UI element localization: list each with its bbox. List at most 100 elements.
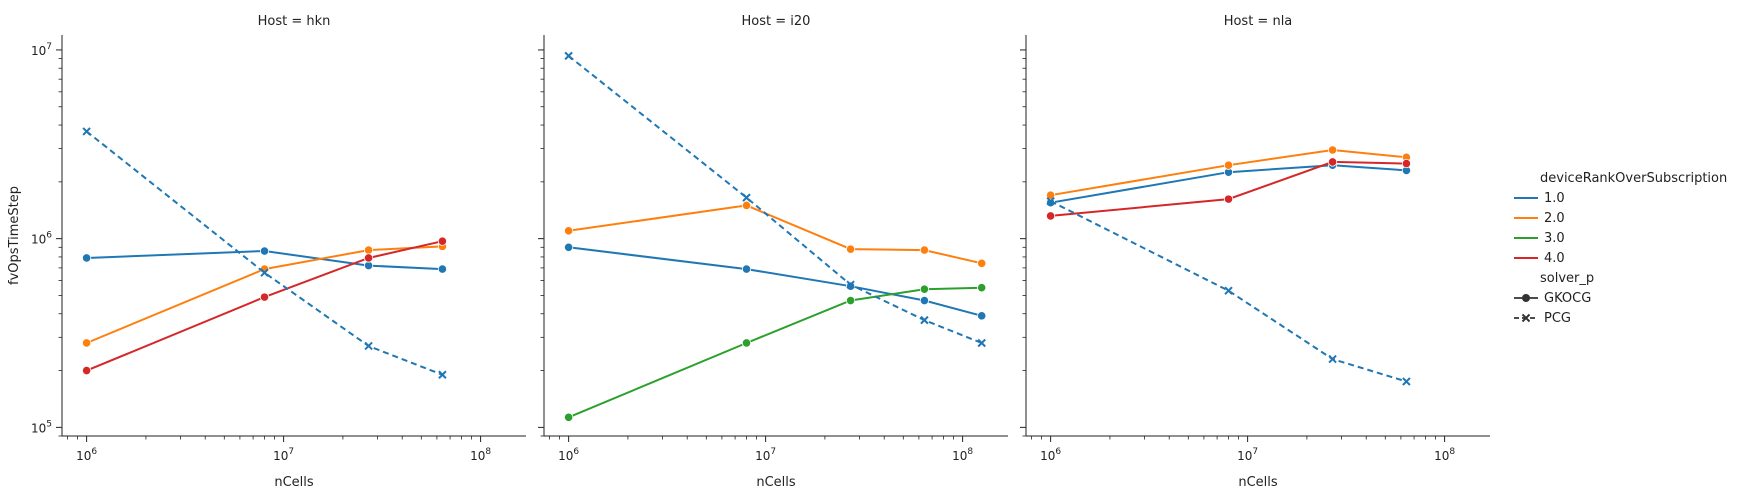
data-point: [845, 244, 856, 254]
panel-3: Host = nla 106 107 108 nCells: [1020, 14, 1490, 490]
series-line: [86, 249, 443, 271]
data-point: [1401, 158, 1412, 169]
series-line: [86, 240, 443, 372]
data-point: [741, 264, 752, 274]
legend-marker-x: [1521, 313, 1531, 323]
data-point: [845, 281, 856, 291]
legend-label: GKOCG: [1544, 291, 1591, 306]
y-tick-label: 105: [31, 419, 52, 435]
legend-label: 1.0: [1544, 191, 1565, 206]
panel-title: Host = hkn: [258, 14, 331, 29]
x-tick-label: 108: [952, 447, 973, 463]
legend-style-title: solver_p: [1540, 271, 1594, 286]
x-tick-label: 106: [1040, 447, 1061, 463]
series-line: [85, 130, 443, 376]
y-tick-label: 107: [31, 42, 52, 58]
legend: deviceRankOverSubscription 1.0 2.0 3.0 4.0 so…: [1514, 171, 1727, 326]
data-point: [977, 258, 987, 268]
data-point: [259, 246, 270, 256]
data-point-x: [82, 127, 91, 136]
series-line: [1050, 160, 1407, 217]
series-line: [86, 245, 443, 344]
data-point: [363, 260, 374, 271]
series-line: [1050, 148, 1407, 197]
x-tick-label: 107: [1237, 447, 1258, 463]
data-point: [1046, 190, 1056, 200]
series-2-0-gkocg: [564, 200, 987, 268]
data-point: [82, 365, 92, 376]
data-point: [741, 200, 752, 211]
series-4-0-gkocg: [1046, 157, 1412, 221]
panel-title: Host = nla: [1224, 14, 1293, 29]
data-point-x: [1402, 377, 1411, 386]
data-point: [1327, 145, 1338, 155]
data-point: [564, 242, 574, 252]
data-point-x: [1046, 196, 1055, 206]
data-point: [741, 338, 752, 348]
legend-item-1-0: 1.0: [1514, 191, 1565, 206]
data-point: [1046, 211, 1056, 221]
data-point: [977, 311, 987, 321]
x-axis-label: nCells: [756, 475, 796, 490]
series-line: [568, 286, 982, 419]
panel-1: Host = hkn 106 107 108 105 106 107 nCells fvOpsT…: [7, 14, 526, 490]
data-point: [82, 338, 92, 348]
legend-label: 3.0: [1544, 231, 1565, 246]
series-1-0-gkocg: [82, 246, 448, 274]
x-axis-label: nCells: [1238, 475, 1278, 490]
data-point-x: [364, 341, 373, 351]
data-point: [919, 295, 930, 306]
legend-item-4-0: 4.0: [1514, 251, 1565, 266]
data-point-x: [438, 370, 447, 379]
data-point-x: [977, 338, 986, 348]
x-axis-label: nCells: [274, 475, 314, 490]
series-1-0-pcg: [82, 127, 447, 379]
panel-title: Host = i20: [742, 14, 811, 29]
series-1-0-pcg: [564, 51, 986, 348]
x-tick-label: 108: [1434, 447, 1455, 463]
data-point-x: [742, 193, 751, 202]
x-tick-label: 107: [273, 447, 294, 463]
data-point: [845, 295, 856, 306]
legend-label: 2.0: [1544, 211, 1565, 226]
legend-item-gkocg: GKOCG: [1514, 291, 1591, 306]
data-point-x: [1224, 286, 1233, 295]
series-1-0-gkocg: [564, 242, 987, 321]
data-point: [437, 236, 448, 246]
series-4-0-gkocg: [82, 236, 448, 376]
data-point: [564, 226, 574, 236]
legend-marker-circle: [1522, 294, 1530, 302]
series-2-0-gkocg: [1046, 145, 1412, 200]
series-3-0-gkocg: [564, 283, 987, 422]
data-point: [1327, 157, 1338, 167]
data-point: [259, 292, 270, 302]
series-line: [1050, 164, 1407, 204]
x-tick-label: 106: [76, 447, 97, 463]
legend-label: 4.0: [1544, 251, 1565, 266]
data-point: [437, 264, 448, 274]
data-point-x: [564, 51, 573, 61]
legend-hue-title: deviceRankOverSubscription: [1540, 171, 1727, 186]
legend-item-2-0: 2.0: [1514, 211, 1565, 226]
data-point-x: [1328, 354, 1337, 364]
data-point: [363, 245, 374, 255]
data-point: [564, 412, 574, 422]
data-point: [82, 253, 92, 263]
chart-panels: Host = hkn 106 107 108 105 106 107 nCells fvOpsT…: [7, 14, 1490, 490]
y-tick-label: 106: [31, 231, 52, 247]
data-point: [977, 283, 987, 293]
x-tick-label: 108: [470, 447, 491, 463]
series-line: [568, 246, 982, 317]
x-tick-label: 107: [755, 447, 776, 463]
data-point: [919, 284, 930, 294]
data-point-x: [846, 280, 855, 289]
legend-label: PCG: [1544, 311, 1571, 326]
panel-2: Host = i20 106 107 108 nCells: [538, 14, 1008, 490]
data-point: [1223, 194, 1234, 204]
series-line: [1050, 200, 1407, 383]
x-tick-label: 106: [558, 447, 579, 463]
legend-item-pcg: PCG: [1514, 311, 1571, 326]
y-axis-label: fvOpsTimeStep: [7, 186, 22, 285]
series-1-0-pcg: [1046, 196, 1411, 386]
